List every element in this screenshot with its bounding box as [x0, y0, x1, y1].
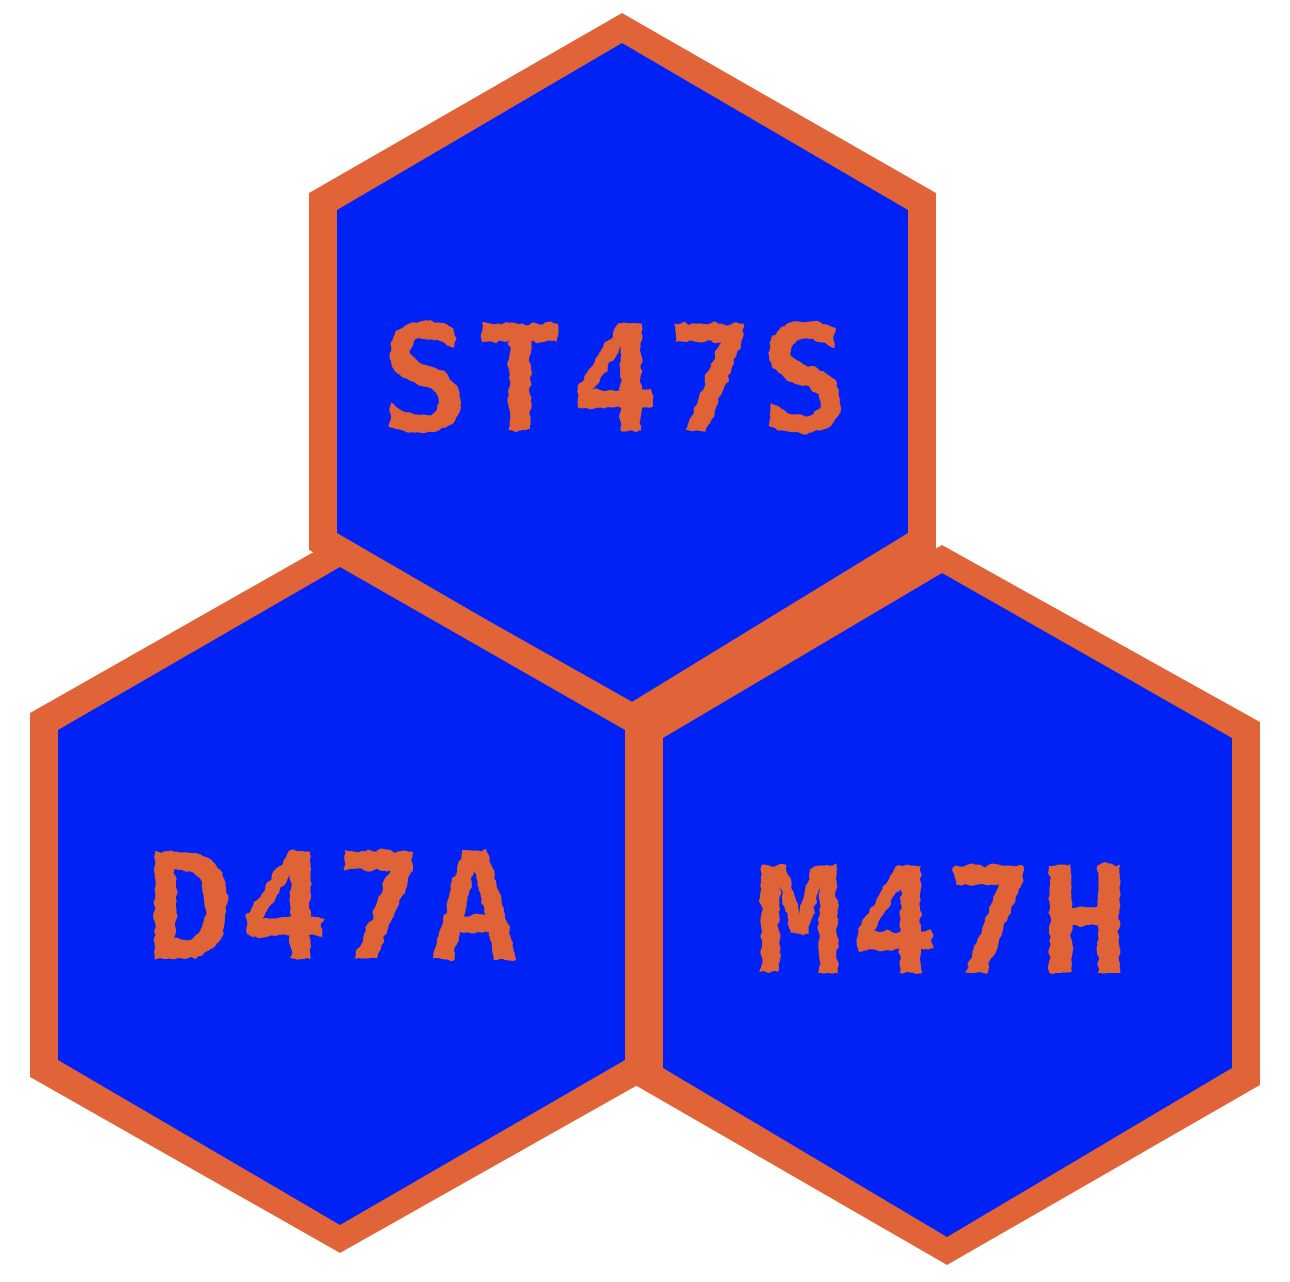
hexagon-math-label: M47H [755, 836, 1135, 1008]
hexagon-stats-label: ST47S [380, 294, 856, 466]
hexagon-math: M47H [635, 545, 1260, 1265]
hexagon-data-fill [58, 567, 625, 1225]
hexagon-stats-fill [337, 43, 908, 703]
hexagon-math-fill [663, 573, 1232, 1237]
hexagon-stats: ST47S [309, 13, 936, 728]
hexagon-data: D47A [30, 537, 652, 1253]
hexagon-data-label: D47A [145, 822, 525, 994]
